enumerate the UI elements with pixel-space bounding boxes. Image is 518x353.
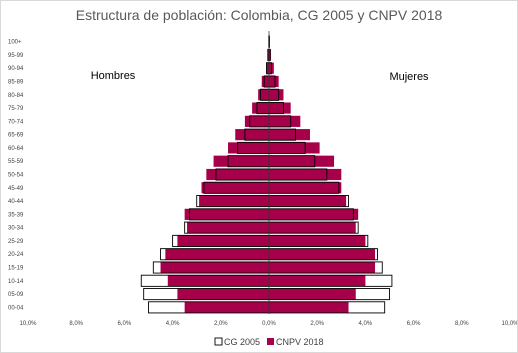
legend: CG 2005 CNPV 2018 bbox=[214, 337, 324, 347]
age-label-80-84: 80-84 bbox=[8, 93, 24, 99]
bar-2018-women-40-44 bbox=[269, 195, 347, 207]
bar-2018-men-60-64 bbox=[228, 142, 269, 154]
bar-2018-women-80-84 bbox=[269, 89, 284, 101]
age-label-55-59: 55-59 bbox=[8, 159, 24, 165]
bar-2018-women-50-54 bbox=[269, 168, 342, 181]
chart-title: Estructura de población: Colombia, CG 20… bbox=[76, 7, 443, 23]
bar-2018-women-45-49 bbox=[269, 182, 342, 194]
age-label-60-64: 60-64 bbox=[8, 146, 24, 152]
men-label: Hombres bbox=[91, 70, 136, 82]
age-label-00-04: 00-04 bbox=[8, 305, 24, 311]
x-tick-label-5: 0,0% bbox=[262, 321, 276, 327]
x-tick-label-4: 2,0% bbox=[214, 321, 228, 327]
bar-2018-women-75-79 bbox=[269, 102, 291, 114]
bar-2018-men-40-44 bbox=[199, 195, 269, 207]
legend-swatch-cnpv-2018 bbox=[267, 338, 274, 345]
bar-2018-women-05-09 bbox=[269, 288, 356, 300]
bar-2018-women-60-64 bbox=[269, 142, 320, 154]
bar-2018-men-50-54 bbox=[206, 168, 269, 181]
x-tick-label-9: 8,0% bbox=[455, 321, 469, 327]
bar-2018-men-95-99 bbox=[267, 49, 269, 61]
x-tick-label-8: 6,0% bbox=[407, 321, 421, 327]
age-label-85-89: 85-89 bbox=[8, 80, 24, 86]
bar-2018-women-25-29 bbox=[269, 235, 366, 247]
bar-2018-women-00-04 bbox=[269, 301, 349, 313]
bar-2018-women-55-59 bbox=[269, 155, 335, 167]
bar-2018-men-55-59 bbox=[213, 155, 269, 167]
legend-label-0: CG 2005 bbox=[224, 337, 260, 347]
age-label-45-49: 45-49 bbox=[8, 186, 24, 192]
bar-2018-men-10-14 bbox=[167, 275, 269, 287]
x-tick-label-1: 8,0% bbox=[69, 321, 83, 327]
x-tick-label-3: 4,0% bbox=[166, 321, 180, 327]
x-tick-label-10: 10,0% bbox=[501, 321, 517, 327]
age-label-25-29: 25-29 bbox=[8, 239, 24, 245]
y-axis-labels: 00-04 05-09 10-14 15-19 20-24 25-29 30-34 35-39… bbox=[8, 40, 24, 312]
bar-2018-men-70-74 bbox=[244, 115, 269, 127]
x-tick-label-2: 6,0% bbox=[118, 321, 132, 327]
age-label-35-39: 35-39 bbox=[8, 212, 24, 218]
bar-2018-women-15-19 bbox=[269, 261, 376, 274]
age-label-100+: 100+ bbox=[8, 40, 22, 46]
bar-2018-men-85-89 bbox=[261, 75, 269, 88]
age-label-90-94: 90-94 bbox=[8, 66, 24, 72]
age-label-75-79: 75-79 bbox=[8, 106, 24, 112]
bar-2018-men-30-34 bbox=[187, 222, 269, 234]
age-label-95-99: 95-99 bbox=[8, 53, 24, 59]
women-label: Mujeres bbox=[389, 71, 429, 83]
bar-2018-men-65-69 bbox=[235, 129, 269, 141]
bar-2018-women-30-34 bbox=[269, 222, 356, 234]
bars-group bbox=[140, 35, 393, 314]
bar-2018-men-80-84 bbox=[258, 89, 269, 101]
age-label-30-34: 30-34 bbox=[8, 226, 24, 232]
bar-2018-men-15-19 bbox=[160, 261, 269, 274]
age-label-70-74: 70-74 bbox=[8, 119, 24, 125]
age-label-50-54: 50-54 bbox=[8, 173, 24, 179]
age-label-20-24: 20-24 bbox=[8, 252, 24, 258]
bar-2018-men-45-49 bbox=[201, 182, 269, 194]
bar-2018-women-70-74 bbox=[269, 115, 301, 127]
bar-2018-men-25-29 bbox=[177, 235, 269, 247]
x-tick-label-7: 4,0% bbox=[359, 321, 373, 327]
bar-2018-women-10-14 bbox=[269, 275, 366, 287]
x-tick-label-6: 2,0% bbox=[310, 321, 324, 327]
bar-2018-men-90-94 bbox=[266, 62, 269, 74]
x-axis-labels: 10,0% 8,0% 6,0% 4,0% 2,0% 0,0% 2,0% 4,0% 6,0% 8,0… bbox=[19, 321, 517, 327]
bar-2018-men-00-04 bbox=[184, 301, 269, 313]
age-label-40-44: 40-44 bbox=[8, 199, 24, 205]
age-label-10-14: 10-14 bbox=[8, 279, 24, 285]
bar-2018-women-20-24 bbox=[269, 248, 376, 260]
bar-2018-men-05-09 bbox=[177, 288, 269, 300]
bar-2018-men-35-39 bbox=[184, 208, 269, 220]
bar-2018-women-65-69 bbox=[269, 129, 310, 141]
legend-swatch-cg-2005 bbox=[214, 337, 223, 346]
age-label-15-19: 15-19 bbox=[8, 266, 24, 272]
x-tick-label-0: 10,0% bbox=[19, 321, 37, 327]
bar-2018-men-20-24 bbox=[165, 248, 269, 260]
bar-2018-men-75-79 bbox=[252, 102, 269, 114]
age-label-65-69: 65-69 bbox=[8, 133, 24, 139]
age-label-05-09: 05-09 bbox=[8, 292, 24, 298]
bar-2018-women-85-89 bbox=[269, 75, 279, 88]
legend-label-1: CNPV 2018 bbox=[276, 337, 324, 347]
bar-2018-women-35-39 bbox=[269, 208, 359, 220]
